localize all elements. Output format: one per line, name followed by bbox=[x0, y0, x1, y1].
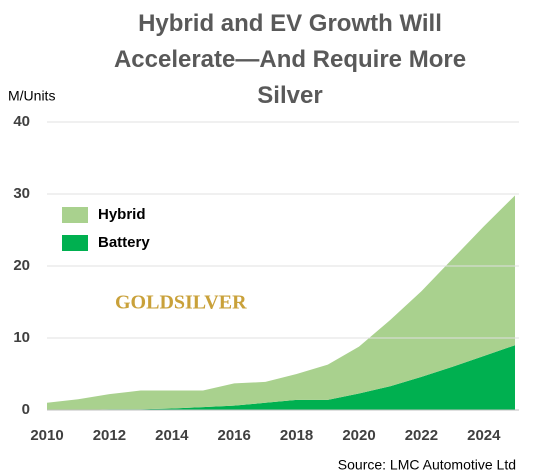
x-tick-label: 2012 bbox=[93, 427, 126, 444]
y-tick-label: 30 bbox=[13, 185, 30, 202]
y-tick-label: 0 bbox=[22, 401, 30, 418]
legend-label: Hybrid bbox=[98, 206, 146, 223]
area bbox=[47, 345, 515, 410]
x-tick-label: 2020 bbox=[342, 427, 375, 444]
x-tick-label: 2010 bbox=[30, 427, 63, 444]
area bbox=[47, 195, 515, 410]
x-tick-label: 2022 bbox=[405, 427, 438, 444]
x-tick-label: 2014 bbox=[155, 427, 189, 444]
legend-swatch bbox=[62, 207, 88, 223]
legend-swatch bbox=[62, 235, 88, 251]
y-tick-label: 40 bbox=[13, 113, 30, 130]
legend-label: Battery bbox=[98, 234, 150, 251]
y-tick-label: 10 bbox=[13, 329, 30, 346]
chart-title: Hybrid and EV Growth Will Accelerate—And… bbox=[113, 10, 467, 109]
logo: GOLDSILVER bbox=[115, 292, 247, 314]
y-tick-label: 20 bbox=[13, 257, 30, 274]
x-tick-label: 2016 bbox=[218, 427, 251, 444]
y-axis-label: M/Units bbox=[8, 88, 55, 104]
x-tick-label: 2018 bbox=[280, 427, 313, 444]
x-tick-label: 2024 bbox=[467, 427, 501, 444]
source: Source: LMC Automotive Ltd bbox=[338, 457, 516, 473]
